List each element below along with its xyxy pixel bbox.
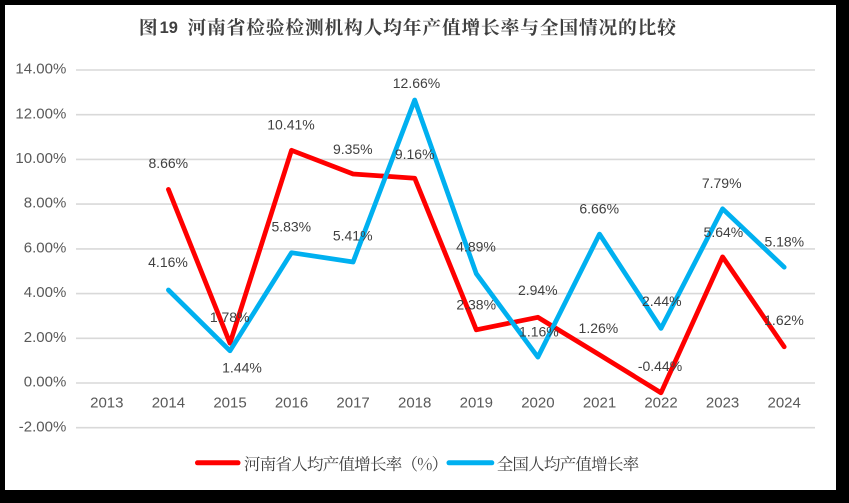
svg-text:10.41%: 10.41% — [267, 116, 314, 132]
svg-text:10.00%: 10.00% — [15, 150, 66, 167]
svg-text:8.00%: 8.00% — [24, 195, 67, 212]
svg-text:2017: 2017 — [336, 395, 369, 412]
svg-text:6.66%: 6.66% — [579, 201, 619, 217]
svg-text:2.44%: 2.44% — [642, 293, 682, 309]
svg-text:4.00%: 4.00% — [24, 284, 67, 301]
svg-text:4.89%: 4.89% — [456, 239, 496, 255]
svg-text:2.38%: 2.38% — [456, 296, 496, 312]
svg-text:6.00%: 6.00% — [24, 240, 67, 257]
svg-text:1.16%: 1.16% — [519, 323, 559, 339]
svg-text:2013: 2013 — [90, 395, 123, 412]
svg-text:2024: 2024 — [768, 395, 801, 412]
svg-text:12.66%: 12.66% — [393, 75, 440, 91]
svg-text:-0.44%: -0.44% — [638, 358, 682, 374]
svg-text:2019: 2019 — [460, 395, 493, 412]
svg-text:1.44%: 1.44% — [222, 360, 262, 376]
svg-text:4.16%: 4.16% — [148, 254, 188, 270]
svg-text:9.16%: 9.16% — [395, 146, 435, 162]
svg-text:1.62%: 1.62% — [764, 312, 804, 328]
svg-text:2021: 2021 — [583, 395, 616, 412]
svg-text:2020: 2020 — [521, 395, 554, 412]
svg-text:2022: 2022 — [644, 395, 677, 412]
svg-text:-2.00%: -2.00% — [19, 418, 67, 435]
svg-text:8.66%: 8.66% — [148, 155, 188, 171]
svg-text:1.78%: 1.78% — [210, 309, 250, 325]
svg-text:5.83%: 5.83% — [271, 218, 311, 234]
svg-text:2014: 2014 — [152, 395, 185, 412]
svg-text:5.64%: 5.64% — [704, 224, 744, 240]
svg-text:5.41%: 5.41% — [333, 228, 373, 244]
svg-text:2018: 2018 — [398, 395, 431, 412]
svg-text:0.00%: 0.00% — [24, 374, 67, 391]
svg-text:12.00%: 12.00% — [15, 105, 66, 122]
svg-text:14.00%: 14.00% — [15, 61, 66, 78]
svg-text:2023: 2023 — [706, 395, 739, 412]
svg-text:7.79%: 7.79% — [702, 175, 742, 191]
svg-text:2.00%: 2.00% — [24, 329, 67, 346]
svg-text:2.94%: 2.94% — [518, 282, 558, 298]
svg-text:9.35%: 9.35% — [333, 141, 373, 157]
svg-text:2015: 2015 — [213, 395, 246, 412]
svg-text:2016: 2016 — [275, 395, 308, 412]
svg-text:1.26%: 1.26% — [579, 320, 619, 336]
svg-text:5.18%: 5.18% — [764, 233, 804, 249]
svg-text:19: 19 — [160, 19, 178, 37]
